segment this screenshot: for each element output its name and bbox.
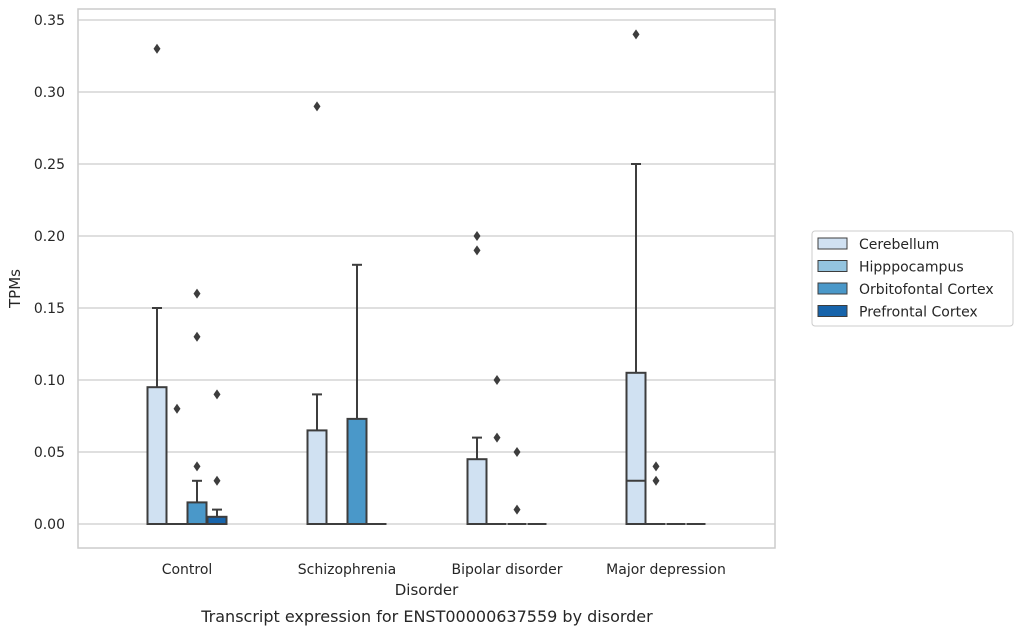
legend-swatch (817, 237, 848, 250)
legend-label: Prefrontal Cortex (859, 305, 978, 321)
box-body (625, 371, 647, 525)
y-tick-label: 0.00 (34, 517, 65, 533)
outlier-point (313, 101, 321, 112)
box-body (306, 429, 328, 525)
outlier-point (513, 504, 521, 515)
outlier-point (493, 432, 501, 443)
x-axis-label: Disorder (395, 581, 459, 599)
legend-swatch (817, 260, 848, 272)
outlier-point (193, 331, 201, 342)
legend-label: Orbitofontal Cortex (859, 282, 994, 298)
grid-lines (78, 19, 775, 525)
chart-caption: Transcript expression for ENST0000063755… (200, 607, 653, 626)
y-tick-label: 0.10 (34, 373, 65, 389)
outlier-point (173, 403, 181, 414)
box-0-2 (466, 231, 488, 526)
box-1-2 (487, 375, 507, 525)
legend: Cerebellum Hipppocampus Orbitofontal Corte… (811, 230, 1014, 327)
box-body (186, 501, 208, 525)
y-axis-label: TPMs (6, 269, 24, 309)
box-body (146, 386, 168, 526)
outlier-point (632, 29, 640, 40)
box-2-2 (507, 447, 527, 525)
box-body (466, 458, 488, 526)
x-tick-label: Bipolar disorder (451, 562, 562, 578)
box-0-0 (146, 43, 168, 526)
y-tick-label: 0.35 (34, 13, 65, 29)
box-body (346, 417, 368, 526)
outlier-point (513, 447, 521, 457)
box-body (206, 515, 228, 525)
outlier-point (473, 245, 481, 256)
outlier-point (493, 375, 501, 385)
y-tick-label: 0.05 (34, 445, 65, 461)
box-series (146, 29, 706, 526)
legend-frame (811, 230, 1014, 327)
box-2-1 (346, 263, 368, 526)
y-tick-label: 0.25 (34, 157, 65, 173)
plot-area-frame (77, 8, 776, 549)
outlier-point (153, 43, 161, 54)
outlier-point (473, 231, 481, 241)
y-tick-labels: 0.00 0.05 0.10 0.15 0.20 0.25 0.30 0.35 (34, 13, 65, 533)
outlier-point (213, 475, 221, 486)
box-2-0 (186, 288, 208, 525)
box-1-0 (167, 403, 187, 525)
outlier-point (193, 288, 201, 299)
legend-label: Cerebellum (859, 237, 939, 253)
x-tick-label: Schizophrenia (298, 562, 396, 578)
x-tick-label: Control (162, 562, 213, 578)
y-tick-label: 0.20 (34, 229, 65, 245)
y-tick-label: 0.30 (34, 85, 65, 101)
outlier-point (652, 461, 660, 472)
box-3-0 (206, 389, 228, 525)
box-1-3 (646, 461, 666, 525)
legend-swatch (817, 305, 848, 317)
box-0-3 (625, 29, 647, 525)
legend-label: Hipppocampus (859, 260, 964, 276)
x-tick-labels: Control Schizophrenia Bipolar disorder Majo… (162, 562, 726, 578)
outlier-point (652, 475, 660, 486)
outlier-point (213, 389, 221, 400)
y-tick-label: 0.15 (34, 301, 65, 317)
legend-swatch (817, 282, 848, 295)
x-tick-label: Major depression (606, 562, 726, 578)
box-0-1 (306, 101, 328, 525)
outlier-point (193, 461, 201, 472)
